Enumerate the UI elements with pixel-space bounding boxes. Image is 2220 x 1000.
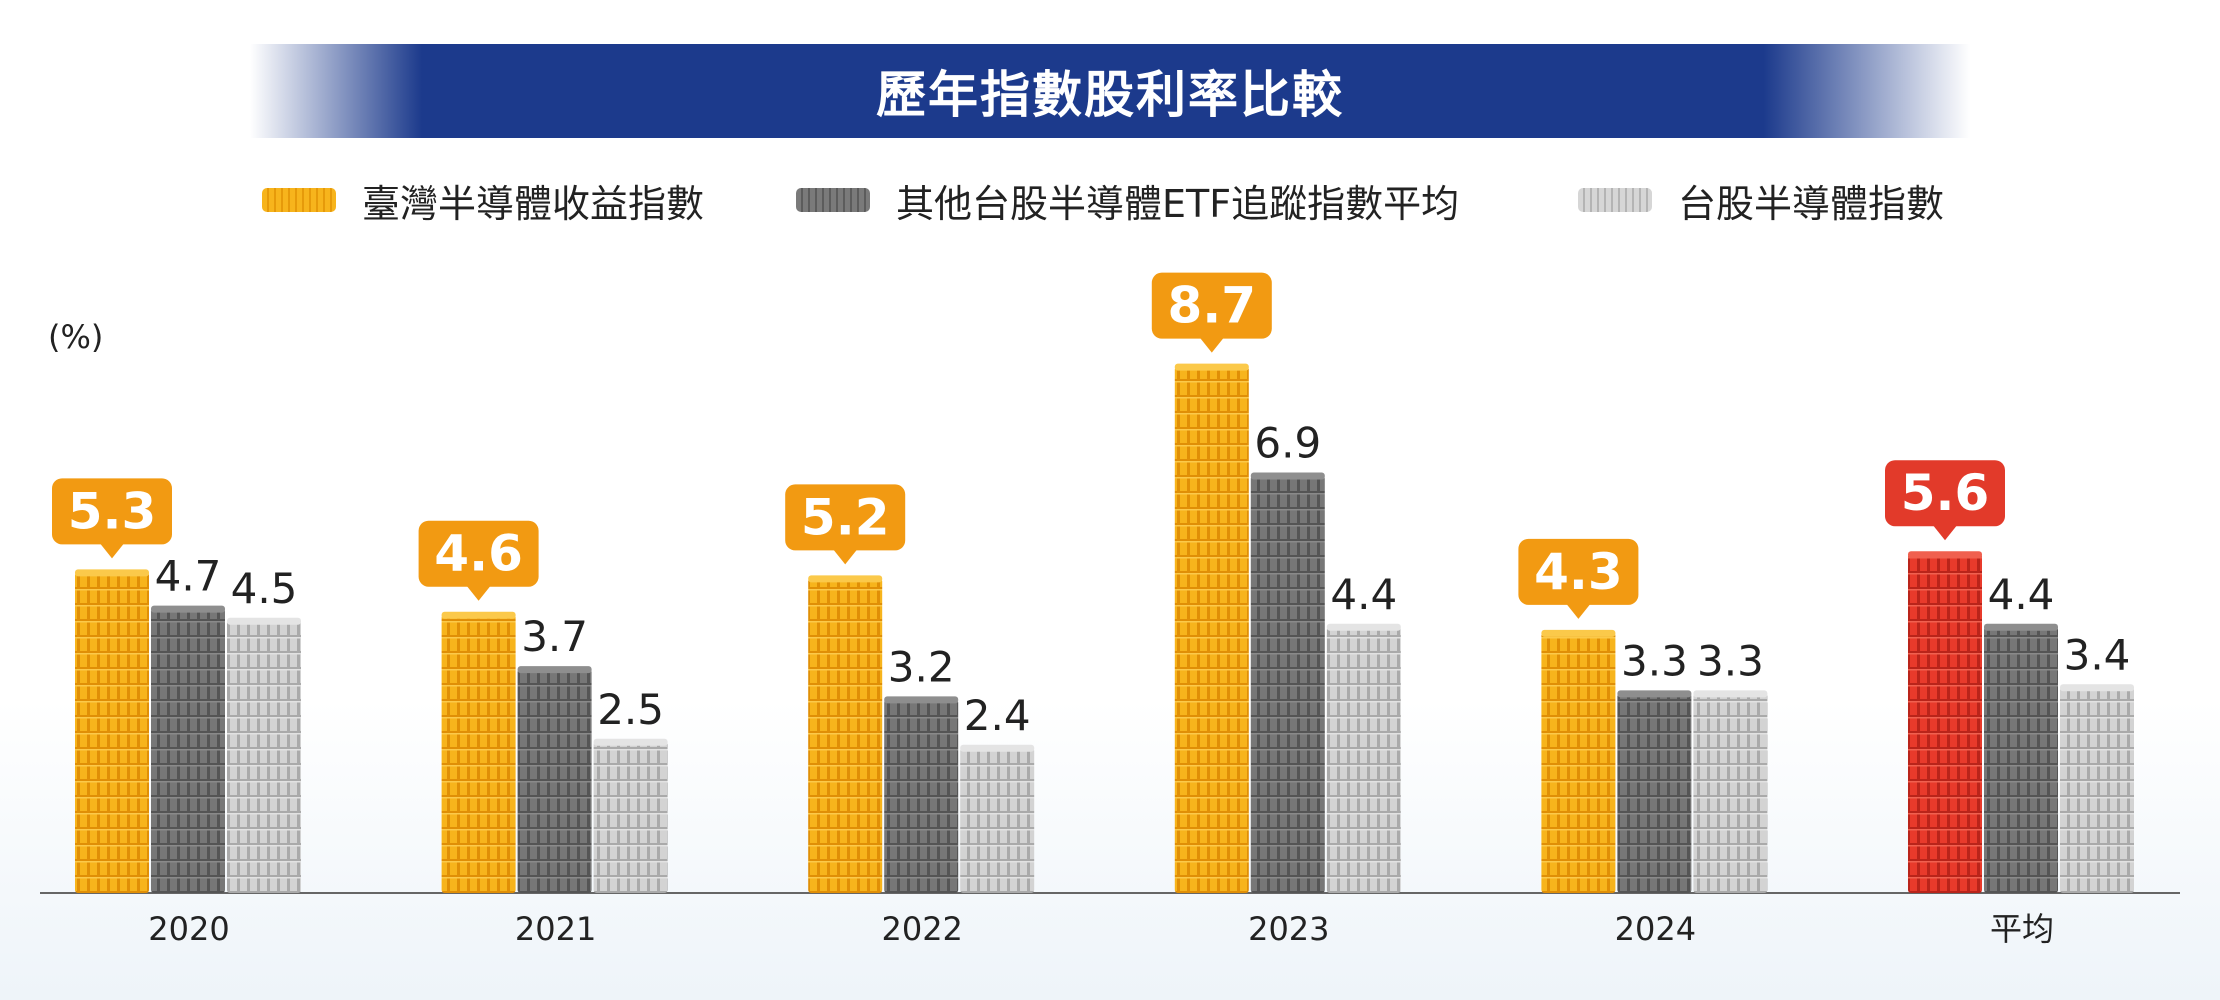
bar-top-cap — [960, 744, 1035, 752]
data-label-highlight: 4.6 — [434, 525, 523, 583]
bar-semiconductor-index — [1693, 693, 1768, 893]
x-tick-label: 平均 — [1990, 910, 2054, 948]
x-tick-label: 2023 — [1248, 910, 1329, 948]
bar-top-cap — [1250, 472, 1325, 480]
data-label: 4.4 — [1330, 570, 1397, 619]
highlight-label-box — [785, 484, 906, 551]
highlight-label-pointer — [833, 549, 858, 565]
highlight-label-pointer — [1199, 337, 1224, 353]
data-label-highlight: 5.6 — [1901, 464, 1990, 522]
legend-label: 台股半導體指數 — [1678, 181, 1945, 226]
bar-top-cap — [1908, 551, 1982, 559]
bar-top-cap — [1693, 690, 1768, 698]
bar-top-cap — [517, 666, 592, 674]
bar-top-cap — [884, 696, 959, 704]
data-label: 3.3 — [1697, 636, 1764, 685]
bar-top-cap — [151, 605, 225, 613]
x-tick-label: 2021 — [515, 910, 596, 948]
highlight-label-group: 5.3 — [52, 478, 172, 559]
data-label: 3.4 — [2064, 630, 2131, 679]
bar-semiconductor-income — [1541, 632, 1616, 893]
bar-other-etf — [517, 669, 592, 893]
bar-top-cap — [227, 617, 301, 625]
legend-swatch-light-gray-coins — [1578, 188, 1652, 212]
data-label: 3.3 — [1621, 636, 1688, 685]
data-label-highlight: 4.3 — [1534, 543, 1623, 601]
bar-semiconductor-income — [1908, 554, 1982, 893]
legend-swatch-dark-gray-coins — [796, 188, 870, 212]
highlight-label-pointer — [100, 543, 124, 559]
x-tick-label: 2024 — [1615, 910, 1696, 948]
highlight-label-group: 4.3 — [1518, 538, 1639, 619]
bar-other-etf — [1984, 626, 2058, 893]
bar-semiconductor-index — [593, 741, 668, 893]
data-label-highlight: 5.3 — [68, 482, 157, 540]
highlight-label-box — [1151, 272, 1272, 339]
data-label: 3.7 — [521, 612, 588, 661]
bar-other-etf — [884, 699, 959, 893]
bar-top-cap — [808, 575, 883, 583]
legend-item-other-etf-average: 其他台股半導體ETF追蹤指數平均 — [796, 170, 1459, 230]
bar-top-cap — [1984, 623, 2058, 631]
highlight-label-pointer — [1933, 525, 1957, 541]
highlight-label-box — [418, 520, 539, 587]
legend-item-semiconductor-index: 台股半導體指數 — [1578, 170, 1944, 230]
highlight-label-box — [1518, 538, 1639, 605]
bar-semiconductor-income — [441, 614, 516, 893]
bar-top-cap — [1174, 363, 1249, 371]
highlight-label-group: 5.6 — [1885, 460, 2005, 541]
title-banner: 歷年指數股利率比較 — [250, 44, 1970, 138]
bar-top-cap — [2060, 684, 2134, 692]
highlight-label-pointer — [1566, 603, 1591, 619]
bar-other-etf — [1617, 693, 1692, 893]
data-label: 4.5 — [231, 564, 298, 613]
bar-other-etf — [151, 608, 225, 893]
bar-semiconductor-income — [75, 572, 149, 893]
bar-top-cap — [593, 738, 668, 746]
bar-semiconductor-income — [1174, 366, 1249, 893]
bar-other-etf — [1250, 475, 1325, 893]
highlight-label-box — [52, 478, 172, 545]
bar-top-cap — [1541, 629, 1616, 637]
bar-top-cap — [1326, 623, 1401, 631]
data-label-highlight: 5.2 — [801, 488, 890, 546]
bar-top-cap — [441, 611, 516, 619]
highlight-label-group: 5.2 — [785, 484, 906, 565]
highlight-label-group: 8.7 — [1151, 272, 1272, 353]
bar-semiconductor-income — [808, 578, 883, 893]
chart-title: 歷年指數股利率比較 — [876, 66, 1344, 124]
highlight-label-pointer — [466, 585, 491, 601]
legend-item-semiconductor-income-index: 臺灣半導體收益指數 — [262, 170, 704, 230]
bar-top-cap — [75, 569, 149, 577]
legend-label: 其他台股半導體ETF追蹤指數平均 — [896, 181, 1460, 226]
data-label: 4.7 — [155, 552, 222, 601]
data-label: 4.4 — [1988, 570, 2055, 619]
bar-top-cap — [1617, 690, 1692, 698]
highlight-label-box — [1885, 460, 2005, 527]
data-label: 3.2 — [888, 642, 955, 691]
data-label: 2.4 — [964, 691, 1031, 740]
highlight-label-group: 4.6 — [418, 520, 539, 601]
legend-label: 臺灣半導體收益指數 — [362, 181, 705, 226]
bar-semiconductor-index — [2060, 687, 2134, 893]
x-tick-label: 2020 — [148, 910, 229, 948]
legend-swatch-gold-coins — [262, 188, 336, 212]
data-label: 2.5 — [597, 685, 664, 734]
data-label: 6.9 — [1254, 419, 1321, 468]
legend: 臺灣半導體收益指數 其他台股半導體ETF追蹤指數平均 台股半導體指數 — [0, 170, 2220, 230]
x-tick-label: 2022 — [881, 910, 962, 948]
data-label-highlight: 8.7 — [1168, 277, 1257, 335]
bar-semiconductor-index — [227, 620, 301, 893]
bar-semiconductor-index — [960, 747, 1035, 893]
bar-semiconductor-index — [1326, 626, 1401, 893]
y-unit-label: (%) — [48, 318, 104, 356]
